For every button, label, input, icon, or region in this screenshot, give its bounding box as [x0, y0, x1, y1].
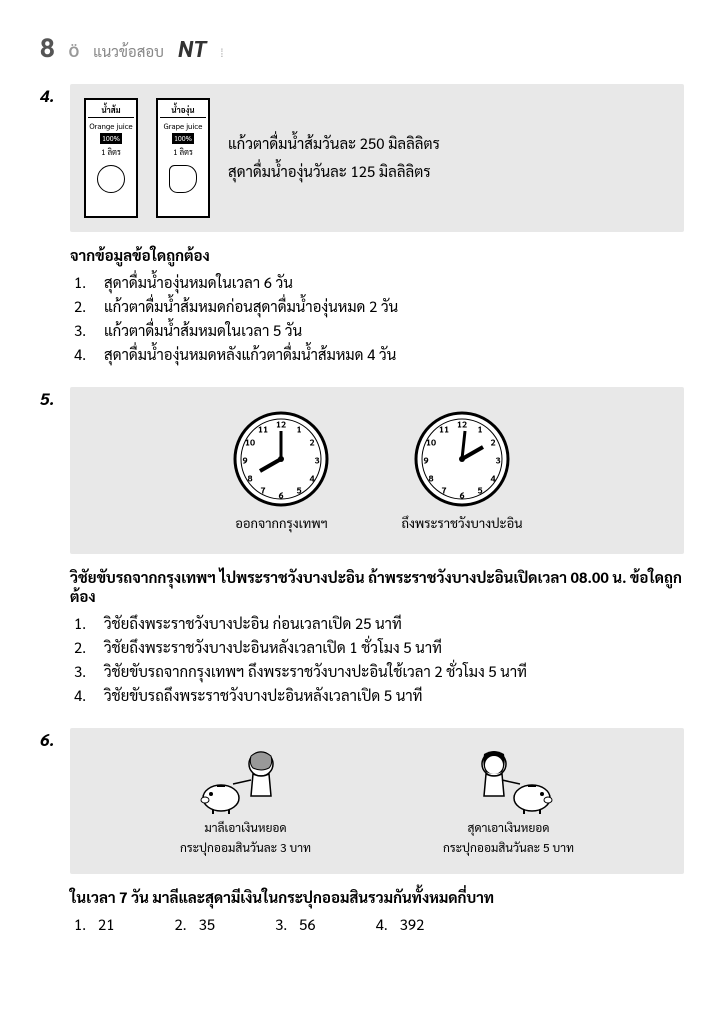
q5-choice-2: 2.วิชัยถึงพระราชวังบางปะอินหลังเวลาเปิด …: [74, 638, 684, 657]
page-number: 8: [40, 30, 55, 64]
svg-text:10: 10: [245, 436, 255, 448]
clock-depart: 1212 345 678 91011 ออกจากกรุงเทพฯ: [231, 409, 331, 532]
q4-choice-2: 2.แก้วตาดื่มน้ำส้มหมดก่อนสุดาดื่มน้ำองุ่…: [74, 297, 684, 316]
svg-text:10: 10: [426, 436, 436, 448]
clock-arrive: 1212 345 678 91011 ถึงพระราชวังบางปะอิน: [401, 409, 522, 532]
svg-text:6: 6: [279, 489, 284, 501]
svg-text:8: 8: [248, 472, 253, 484]
person1-rate: กระปุกออมสินวันละ 3 บาท: [180, 838, 311, 856]
q5-choices: 1.วิชัยถึงพระราชวังบางปะอิน ก่อนเวลาเปิด…: [70, 614, 684, 705]
grape-fruit-icon: [169, 165, 197, 193]
carton2-eng: Grape juice: [164, 120, 203, 131]
q4-line2: สุดาดื่มน้ำองุ่นวันละ 125 มิลลิลิตร: [228, 158, 440, 187]
q6-choice-2: 2.35: [175, 915, 216, 934]
girl-piggy-bank-icon: [191, 746, 301, 816]
q6-choices: 1.21 2.35 3.56 4.392: [70, 915, 684, 934]
carton1-size: 1 ลิตร: [101, 146, 121, 157]
orange-fruit-icon: [97, 165, 125, 193]
q6-choice-1: 1.21: [74, 915, 115, 934]
q5-question: วิชัยขับรถจากกรุงเทพฯ ไปพระราชวังบางปะอิ…: [70, 568, 684, 606]
carton2-name: น้ำองุ่น: [160, 104, 206, 118]
header-logo: NT: [178, 35, 206, 63]
q4-question: จากข้อมูลข้อใดถูกต้อง: [70, 246, 684, 265]
question-6: 6. มาลีเอาเงิน: [40, 728, 684, 934]
person1-name: มาลีเอาเงินหยอด: [204, 818, 286, 836]
svg-text:5: 5: [297, 484, 302, 496]
carton1-name: น้ำส้ม: [88, 104, 134, 118]
carton2-size: 1 ลิตร: [173, 146, 193, 157]
person2-name: สุดาเอาเงินหยอด: [468, 818, 550, 836]
svg-text:12: 12: [276, 418, 286, 430]
q6-choice-4: 4.392: [376, 915, 425, 934]
carton1-eng: Orange juice: [89, 120, 132, 131]
woman-piggy-bank-icon: [454, 746, 564, 816]
svg-text:4: 4: [490, 472, 495, 484]
q6-figure-box: มาลีเอาเงินหยอด กระปุกออมสินวันละ 3 บาท: [70, 728, 684, 874]
orange-juice-carton: น้ำส้ม Orange juice 100% 1 ลิตร: [84, 98, 138, 218]
clock1-label: ออกจากกรุงเทพฯ: [235, 515, 327, 532]
svg-text:9: 9: [243, 454, 248, 466]
svg-text:1: 1: [297, 423, 302, 435]
question-4: 4. น้ำส้ม Orange juice 100% 1 ลิตร น้ำอง…: [40, 84, 684, 369]
svg-text:11: 11: [439, 423, 449, 435]
q4-figure-box: น้ำส้ม Orange juice 100% 1 ลิตร น้ำองุ่น…: [70, 84, 684, 232]
clock2-label: ถึงพระราชวังบางปะอิน: [401, 515, 522, 532]
svg-text:2: 2: [310, 436, 315, 448]
q4-choice-3: 3.แก้วตาดื่มน้ำส้มหมดในเวลา 5 วัน: [74, 321, 684, 340]
svg-text:12: 12: [457, 418, 467, 430]
svg-text:3: 3: [495, 454, 500, 466]
svg-text:1: 1: [477, 423, 482, 435]
svg-text:5: 5: [477, 484, 482, 496]
q6-question: ในเวลา 7 วัน มาลีและสุดามีเงินในกระปุกออ…: [70, 888, 684, 907]
q5-choice-3: 3.วิชัยขับรถจากกรุงเทพฯ ถึงพระราชวังบางป…: [74, 662, 684, 681]
carton2-pct: 100%: [172, 133, 194, 144]
svg-text:7: 7: [441, 484, 446, 496]
person-malee: มาลีเอาเงินหยอด กระปุกออมสินวันละ 3 บาท: [180, 746, 311, 856]
q4-info-text: แก้วตาดื่มน้ำส้มวันละ 250 มิลลิลิตร สุดา…: [228, 130, 440, 187]
question-5: 5. 1212 345 678 91011: [40, 387, 684, 710]
svg-text:4: 4: [310, 472, 315, 484]
q6-number: 6.: [40, 728, 70, 750]
grape-juice-carton: น้ำองุ่น Grape juice 100% 1 ลิตร: [156, 98, 210, 218]
q5-choice-4: 4.วิชัยขับรถถึงพระราชวังบางปะอินหลังเวลา…: [74, 686, 684, 705]
q5-figure-box: 1212 345 678 91011 ออกจากกรุงเทพฯ: [70, 387, 684, 554]
carton1-pct: 100%: [100, 133, 122, 144]
q4-choice-1: 1.สุดาดื่มน้ำองุ่นหมดในเวลา 6 วัน: [74, 273, 684, 292]
page-header: 8 Ö แนวข้อสอบ NT ⁞: [40, 30, 684, 64]
q4-choices: 1.สุดาดื่มน้ำองุ่นหมดในเวลา 6 วัน 2.แก้ว…: [70, 273, 684, 364]
person2-rate: กระปุกออมสินวันละ 5 บาท: [443, 838, 574, 856]
q4-choice-4: 4.สุดาดื่มน้ำองุ่นหมดหลังแก้วตาดื่มน้ำส้…: [74, 345, 684, 364]
svg-text:2: 2: [490, 436, 495, 448]
header-accent-icon: ⁞: [220, 44, 223, 60]
q5-number: 5.: [40, 387, 70, 409]
header-dots-icon: Ö: [69, 42, 79, 61]
svg-text:3: 3: [315, 454, 320, 466]
clock-arrive-icon: 1212 345 678 91011: [412, 409, 512, 509]
q6-choice-3: 3.56: [275, 915, 316, 934]
svg-text:11: 11: [258, 423, 268, 435]
svg-text:7: 7: [261, 484, 266, 496]
q5-choice-1: 1.วิชัยถึงพระราชวังบางปะอิน ก่อนเวลาเปิด…: [74, 614, 684, 633]
header-label: แนวข้อสอบ: [93, 42, 164, 61]
person-suda: สุดาเอาเงินหยอด กระปุกออมสินวันละ 5 บาท: [443, 746, 574, 856]
svg-text:6: 6: [459, 489, 464, 501]
clock-depart-icon: 1212 345 678 91011: [231, 409, 331, 509]
q4-number: 4.: [40, 84, 70, 106]
svg-text:9: 9: [423, 454, 428, 466]
q4-line1: แก้วตาดื่มน้ำส้มวันละ 250 มิลลิลิตร: [228, 130, 440, 159]
svg-text:8: 8: [428, 472, 433, 484]
